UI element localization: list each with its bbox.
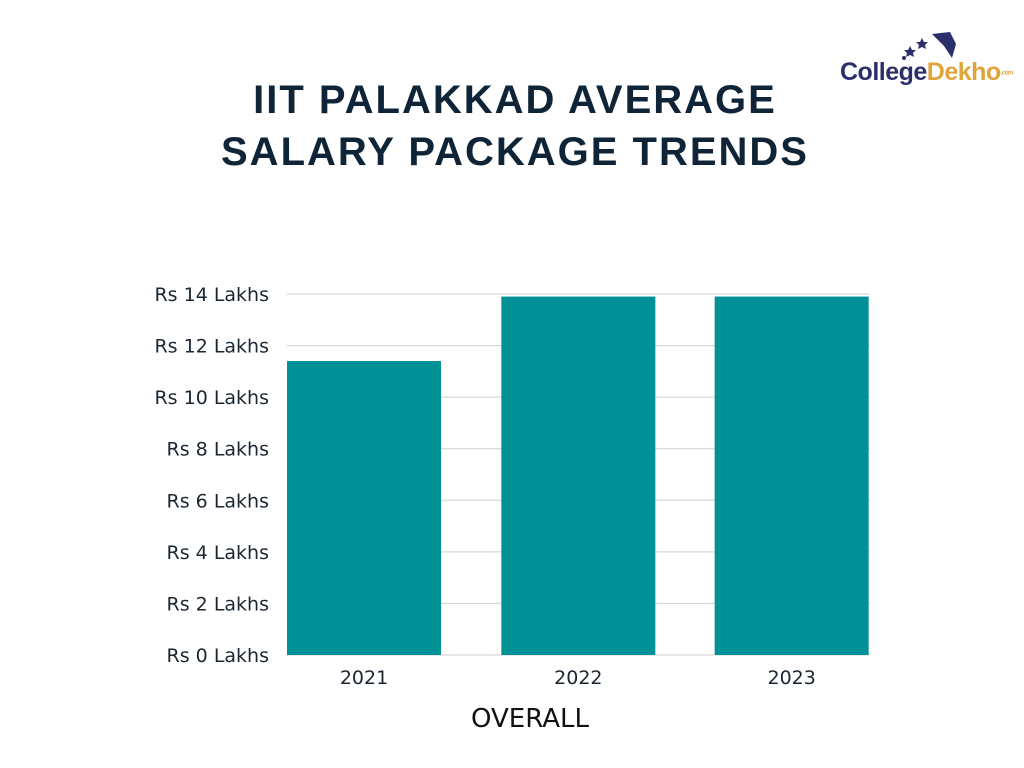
y-tick-label: Rs 4 Lakhs	[167, 542, 269, 564]
logo-suffix: .com	[1000, 70, 1014, 77]
x-axis-label: OVERALL	[471, 704, 590, 734]
y-tick-label: Rs 6 Lakhs	[167, 490, 269, 512]
x-tick-label: 2022	[554, 667, 602, 689]
graduation-cap-stars-icon	[902, 32, 956, 60]
x-tick-label: 2021	[340, 667, 388, 689]
logo-part2: Dekho	[926, 58, 1001, 86]
y-tick-label: Rs 8 Lakhs	[167, 439, 269, 461]
logo-part1: College	[840, 58, 927, 86]
y-tick-label: Rs 2 Lakhs	[167, 593, 269, 615]
chart-title: IIT PALAKKAD AVERAGE SALARY PACKAGE TREN…	[221, 78, 809, 174]
y-tick-label: Rs 14 Lakhs	[154, 284, 269, 306]
bar-2022	[501, 296, 656, 655]
y-tick-label: Rs 12 Lakhs	[154, 336, 269, 358]
bar-2023	[714, 296, 869, 655]
x-tick-label: 2023	[767, 667, 815, 689]
y-tick-label: Rs 0 Lakhs	[167, 645, 269, 667]
collegedekho-logo: CollegeDekho.com	[840, 28, 1014, 88]
bar-2021	[287, 361, 441, 655]
y-tick-label: Rs 10 Lakhs	[154, 387, 269, 409]
